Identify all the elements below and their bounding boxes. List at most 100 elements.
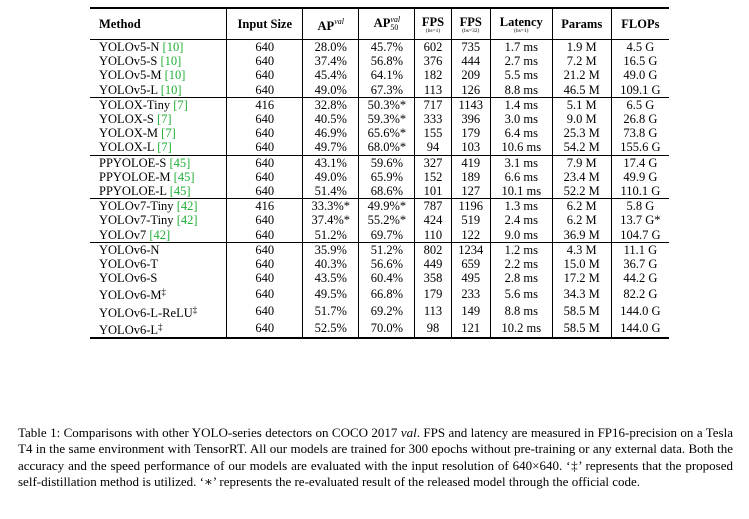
table-row: PPYOLOE-L [45] 640 51.4% 68.6% 101 127 10.1 ms… — [90, 184, 669, 199]
cell-method: YOLOX-M [7] — [90, 126, 228, 141]
header-ap-val: APval — [302, 7, 360, 40]
table-row: YOLOv5-S [10] 640 37.4% 56.8% 376 444 2.7 ms 7.… — [90, 54, 669, 69]
cell-method: PPYOLOE-S [45] — [90, 154, 228, 170]
table-row: YOLOv6-L-ReLU‡ 640 51.7% 69.2% 113 149 8.8 ms 5… — [90, 302, 669, 320]
caption-text-before: Comparisons with other YOLO-series detec… — [60, 425, 401, 440]
cell-params: 21.2 M — [552, 68, 612, 83]
cell-input-size: 640 — [226, 319, 304, 340]
citation-link[interactable]: [7] — [161, 126, 176, 141]
table-row: YOLOv5-N [10] 640 28.0% 45.7% 602 735 1.7 ms 1.… — [90, 39, 669, 55]
cell-fps-bs1: 333 — [414, 112, 452, 127]
cell-input-size: 640 — [226, 169, 304, 185]
cell-params: 7.2 M — [552, 54, 612, 69]
cell-ap-val: 43.5% — [302, 271, 360, 286]
citation-link[interactable]: [7] — [156, 112, 172, 127]
distillation-mark: ‡ — [161, 287, 167, 298]
header-fps-bs32-text: FPS — [459, 14, 482, 29]
cell-fps-bs32: 209 — [451, 68, 491, 83]
header-fps-bs1: FPS (bs=1) — [414, 7, 452, 40]
cell-input-size: 640 — [226, 184, 304, 199]
cell-fps-bs1: 182 — [414, 68, 452, 83]
header-fps-bs32: FPS (bs=32) — [451, 7, 491, 40]
cell-method: YOLOv6-S — [90, 271, 228, 286]
cell-ap-val: 51.2% — [302, 227, 360, 243]
table-header-row: Method Input Size APval AP val 50 FPS (bs=1… — [90, 7, 669, 40]
header-latency-sub: (bs=1) — [514, 27, 529, 34]
table-row: YOLOv5-L [10] 640 49.0% 67.3% 113 126 8.8 ms 46… — [90, 82, 669, 98]
cell-ap50-val: 67.3% — [358, 82, 416, 98]
cell-latency: 8.8 ms — [490, 82, 553, 98]
cell-ap50-val: 59.6% — [358, 154, 416, 170]
cell-params: 17.2 M — [552, 271, 612, 286]
cell-ap50-val: 49.9%* — [358, 198, 416, 214]
citation-link[interactable]: [10] — [160, 54, 182, 69]
cell-fps-bs1: 424 — [414, 213, 452, 228]
cell-input-size: 640 — [226, 154, 304, 170]
cell-method: YOLOv5-N [10] — [90, 39, 228, 55]
cell-latency: 6.4 ms — [490, 126, 553, 141]
cell-fps-bs1: 101 — [414, 184, 452, 199]
cell-ap50-val: 64.1% — [358, 68, 416, 83]
cell-flops: 13.7 G* — [620, 213, 661, 228]
citation-link[interactable]: [42] — [176, 213, 198, 228]
cell-ap50-val: 68.6% — [358, 184, 416, 199]
cell-latency: 5.5 ms — [490, 68, 553, 83]
table-row: YOLOX-M [7] 640 46.9% 65.6%* 155 179 6.4 ms 25.… — [90, 126, 669, 141]
cell-fps-bs1: 179 — [414, 285, 452, 303]
citation-link[interactable]: [42] — [149, 227, 171, 242]
cell-params: 7.9 M — [552, 154, 612, 170]
cell-fps-bs32: 127 — [451, 184, 491, 199]
caption-text-after: . FPS and latency are measured in FP16-p… — [18, 425, 733, 490]
citation-link[interactable]: [7] — [173, 97, 188, 112]
cell-input-size: 640 — [226, 126, 304, 141]
cell-ap-val: 49.0% — [302, 82, 360, 98]
citation-link[interactable]: [10] — [160, 82, 182, 97]
cell-latency: 1.4 ms — [490, 96, 553, 113]
cell-params: 5.1 M — [552, 96, 612, 113]
method-name: YOLOv6-N — [99, 242, 160, 257]
cell-flops: 109.1 G — [620, 82, 661, 97]
distillation-mark: ‡ — [192, 304, 198, 315]
cell-method: YOLOv7 [42] — [90, 227, 228, 243]
cell-flops: 82.2 G — [623, 286, 658, 301]
cell-ap50-val: 51.2% — [358, 241, 416, 258]
citation-link[interactable]: [45] — [169, 184, 191, 199]
cell-ap-val: 51.7% — [302, 302, 360, 320]
header-fps-bs1-text: FPS — [421, 14, 445, 29]
cell-fps-bs1: 327 — [414, 154, 452, 170]
citation-link[interactable]: [45] — [169, 155, 191, 170]
method-name: YOLOv6-S — [99, 271, 158, 286]
citation-link[interactable]: [10] — [162, 40, 184, 54]
cell-method: PPYOLOE-L [45] — [90, 184, 228, 199]
cell-latency: 1.2 ms — [490, 241, 553, 258]
table-row: YOLOv7-Tiny [42] 640 37.4%* 55.2%* 424 519 2.4… — [90, 213, 669, 228]
citation-link[interactable]: [7] — [157, 140, 172, 155]
table-caption: Table 1: Comparisons with other YOLO-ser… — [18, 425, 733, 491]
header-ap50-val: AP val 50 — [358, 7, 416, 40]
citation-link[interactable]: [10] — [164, 68, 186, 83]
header-input-size: Input Size — [226, 7, 304, 40]
cell-method: YOLOv6-N — [90, 241, 228, 258]
cell-fps-bs1: 113 — [414, 302, 452, 320]
method-name: YOLOv7-Tiny — [99, 199, 174, 214]
cell-input-size: 640 — [226, 68, 304, 83]
cell-ap-val: 35.9% — [302, 241, 360, 258]
citation-link[interactable]: [45] — [173, 169, 195, 184]
cell-latency: 9.0 ms — [490, 227, 553, 243]
cell-fps-bs1: 155 — [414, 126, 452, 141]
cell-latency: 2.2 ms — [490, 257, 553, 272]
cell-fps-bs1: 113 — [414, 82, 452, 98]
cell-ap-val: 51.4% — [302, 184, 360, 199]
cell-fps-bs1: 802 — [414, 241, 452, 258]
cell-fps-bs1: 449 — [414, 257, 452, 272]
distillation-mark: ‡ — [158, 321, 163, 332]
cell-flops: 144.0 G — [620, 304, 661, 319]
cell-method: YOLOv6-L‡ — [90, 319, 228, 340]
cell-input-size: 416 — [226, 198, 304, 214]
cell-ap50-val: 45.7% — [358, 39, 416, 55]
header-ap50-val-sub: 50 — [390, 23, 399, 33]
header-ap50-val-text: AP — [373, 15, 391, 30]
cell-ap-val: 32.8% — [302, 96, 360, 113]
citation-link[interactable]: [42] — [176, 199, 198, 214]
